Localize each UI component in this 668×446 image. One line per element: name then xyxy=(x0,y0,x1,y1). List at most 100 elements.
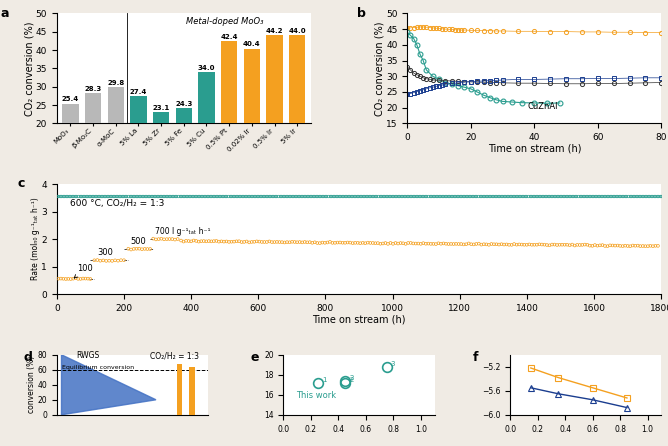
Point xyxy=(539,241,550,248)
Point xyxy=(322,239,333,246)
Point xyxy=(216,238,226,245)
Point xyxy=(387,240,398,248)
Point xyxy=(564,242,575,249)
Text: Metal-doped MoO₃: Metal-doped MoO₃ xyxy=(186,17,263,26)
Point xyxy=(635,243,646,250)
Point xyxy=(55,275,66,282)
Point xyxy=(552,241,562,248)
Point xyxy=(63,275,73,282)
Point xyxy=(511,241,522,248)
Point xyxy=(325,238,335,245)
Point xyxy=(214,238,224,245)
Text: CuZnAl: CuZnAl xyxy=(528,102,558,111)
Point xyxy=(554,241,565,248)
Point xyxy=(282,239,293,246)
Point xyxy=(196,238,206,245)
Y-axis label: Rate (molₙ₀ g⁻¹ₜₐₜ h⁻¹): Rate (molₙ₀ g⁻¹ₜₐₜ h⁻¹) xyxy=(31,198,40,281)
Point xyxy=(167,235,178,243)
Point xyxy=(595,242,605,249)
Point xyxy=(267,239,277,246)
Point xyxy=(329,239,340,246)
Text: 24.3: 24.3 xyxy=(175,100,192,107)
Point xyxy=(211,237,222,244)
Point xyxy=(466,241,476,248)
Point xyxy=(221,238,232,245)
Point xyxy=(238,238,249,245)
Point xyxy=(156,235,167,242)
Point xyxy=(546,241,557,248)
Point xyxy=(471,240,482,248)
Point xyxy=(305,239,315,246)
Text: This work: This work xyxy=(295,391,336,400)
Point xyxy=(597,242,608,249)
Point xyxy=(630,242,641,249)
Point xyxy=(337,239,348,246)
Point xyxy=(410,240,421,247)
Text: 3: 3 xyxy=(391,361,395,367)
Point xyxy=(363,239,373,246)
Point xyxy=(373,240,383,247)
Point xyxy=(142,245,153,252)
Point xyxy=(486,240,497,248)
Point xyxy=(633,242,643,249)
Text: 40.4: 40.4 xyxy=(243,41,261,47)
Point xyxy=(208,238,219,245)
Point xyxy=(65,276,76,283)
Point xyxy=(123,245,134,252)
Point xyxy=(148,235,158,242)
Point xyxy=(244,239,255,246)
Point xyxy=(206,238,216,245)
Point xyxy=(287,238,297,245)
Bar xyxy=(289,35,305,197)
Point xyxy=(577,241,588,248)
Point xyxy=(178,238,189,245)
Point xyxy=(484,241,494,248)
Text: b: b xyxy=(357,7,365,20)
Point xyxy=(647,243,658,250)
Point xyxy=(226,238,237,245)
Point xyxy=(113,257,124,264)
Point xyxy=(448,240,459,248)
Point xyxy=(607,242,618,249)
Point xyxy=(231,238,242,245)
Bar xyxy=(267,35,283,197)
Point xyxy=(53,275,64,282)
Point xyxy=(519,241,530,248)
Point xyxy=(413,240,424,247)
Point xyxy=(488,241,499,248)
Point xyxy=(526,241,537,248)
Point xyxy=(360,240,371,247)
Point xyxy=(385,240,396,247)
Point xyxy=(183,237,194,244)
Point xyxy=(433,240,444,247)
Point xyxy=(176,237,186,244)
Point xyxy=(145,245,156,252)
Point xyxy=(277,239,287,246)
Point xyxy=(617,243,628,250)
Point xyxy=(514,241,524,248)
Point xyxy=(390,240,401,247)
Point xyxy=(501,241,512,248)
Point xyxy=(549,241,560,248)
Point xyxy=(426,240,436,248)
Text: a: a xyxy=(1,7,9,20)
Point xyxy=(58,275,69,282)
Point xyxy=(458,241,469,248)
Point xyxy=(438,240,449,247)
Point xyxy=(643,243,653,250)
Point xyxy=(579,241,590,248)
Point xyxy=(345,239,355,246)
Point xyxy=(159,236,170,243)
Text: e: e xyxy=(250,351,259,364)
Point xyxy=(524,241,534,248)
Point xyxy=(610,242,621,249)
Point xyxy=(496,241,507,248)
Point xyxy=(110,257,120,264)
Point xyxy=(653,242,663,249)
Point xyxy=(186,238,196,245)
Point xyxy=(556,241,567,248)
Point xyxy=(257,239,267,246)
Point xyxy=(370,240,381,247)
Point xyxy=(201,238,212,245)
Point xyxy=(620,242,631,249)
